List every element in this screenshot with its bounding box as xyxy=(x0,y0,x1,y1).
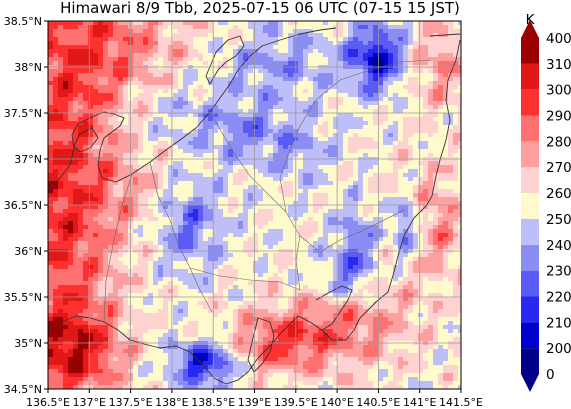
lat-tick-label: 36°N xyxy=(14,245,42,258)
colorbar-label: 310 xyxy=(546,57,571,73)
colorbar-swatch xyxy=(521,167,539,194)
plot-area xyxy=(48,21,461,389)
sado-island xyxy=(205,35,245,85)
lat-tick-label: 38°N xyxy=(14,61,42,74)
colorbar: K 400 310 300 290 280 270 260 250 240 230 220 210 20… xyxy=(521,12,571,392)
latitude-ticks: 38.5°N 38°N 37.5°N 37°N 36.5°N 36°N 35.5°N 35°N… xyxy=(4,15,48,396)
lon-tick-label: 136.5°E xyxy=(26,396,70,409)
honshu-japan-sea-coast xyxy=(48,27,337,191)
colorbar-swatch xyxy=(521,20,539,64)
map-title: Himawari 8/9 Tbb, 2025-07-15 06 UTC (07-… xyxy=(60,0,460,17)
lon-tick-label: 141°E xyxy=(403,396,436,409)
colorbar-swatch xyxy=(521,270,539,297)
colorbar-label: 260 xyxy=(546,186,571,202)
colorbar-label: 240 xyxy=(546,238,571,254)
lon-tick-label: 138°E xyxy=(155,396,188,409)
colorbar-label: 290 xyxy=(546,109,571,125)
brightness-temperature-field xyxy=(48,21,461,389)
lon-tick-label: 140.5°E xyxy=(356,396,400,409)
colorbar-label: 400 xyxy=(546,31,571,47)
lat-tick-label: 37°N xyxy=(14,153,42,166)
colorbar-swatch xyxy=(521,348,539,392)
tokyo-bay xyxy=(315,285,353,331)
colorbar-label: 220 xyxy=(546,289,571,305)
noto-peninsula xyxy=(73,127,99,153)
colorbar-unit: K xyxy=(526,12,536,28)
colorbar-label: 250 xyxy=(546,212,571,228)
colorbar-label: 270 xyxy=(546,160,571,176)
colorbar-swatch xyxy=(521,115,539,142)
colorbar-label: 280 xyxy=(546,134,571,150)
lat-tick-label: 37.5°N xyxy=(4,107,42,120)
colorbar-label: 210 xyxy=(546,315,571,331)
longitude-ticks: 136.5°E 137°E 137.5°E 138°E 138.5°E 139°E 139.… xyxy=(26,389,483,409)
colorbar-swatch xyxy=(521,296,539,323)
colorbar-swatches xyxy=(521,20,539,392)
prefecture-borders xyxy=(103,59,431,323)
colorbar-swatch xyxy=(521,63,539,90)
colorbar-swatch xyxy=(521,141,539,168)
lon-tick-label: 137°E xyxy=(73,396,106,409)
colorbar-label: 230 xyxy=(546,264,571,280)
lon-tick-label: 141.5°E xyxy=(439,396,483,409)
izu-peninsula xyxy=(247,317,275,373)
lat-tick-label: 36.5°N xyxy=(4,199,42,212)
lon-tick-label: 139°E xyxy=(238,396,271,409)
colorbar-swatch xyxy=(521,89,539,116)
lat-tick-label: 38.5°N xyxy=(4,15,42,28)
lat-tick-label: 34.5°N xyxy=(4,383,42,396)
lon-tick-label: 140°E xyxy=(320,396,353,409)
lon-tick-label: 137.5°E xyxy=(109,396,153,409)
colorbar-swatch xyxy=(521,322,539,349)
colorbar-labels: 400 310 300 290 280 270 260 250 240 230 220 210 200 0 xyxy=(546,31,571,383)
lon-tick-label: 138.5°E xyxy=(191,396,235,409)
colorbar-label: 300 xyxy=(546,83,571,99)
lon-tick-label: 139.5°E xyxy=(274,396,318,409)
colorbar-label: 0 xyxy=(546,367,555,383)
colorbar-label: 200 xyxy=(546,341,571,357)
lat-tick-label: 35.5°N xyxy=(4,291,42,304)
graticule xyxy=(48,21,461,389)
colorbar-swatch xyxy=(521,193,539,219)
colorbar-swatch xyxy=(521,244,539,271)
lat-tick-label: 35°N xyxy=(14,337,42,350)
coastline-and-borders xyxy=(48,27,461,385)
pacific-coast-east xyxy=(48,33,461,385)
colorbar-swatch xyxy=(521,218,539,245)
